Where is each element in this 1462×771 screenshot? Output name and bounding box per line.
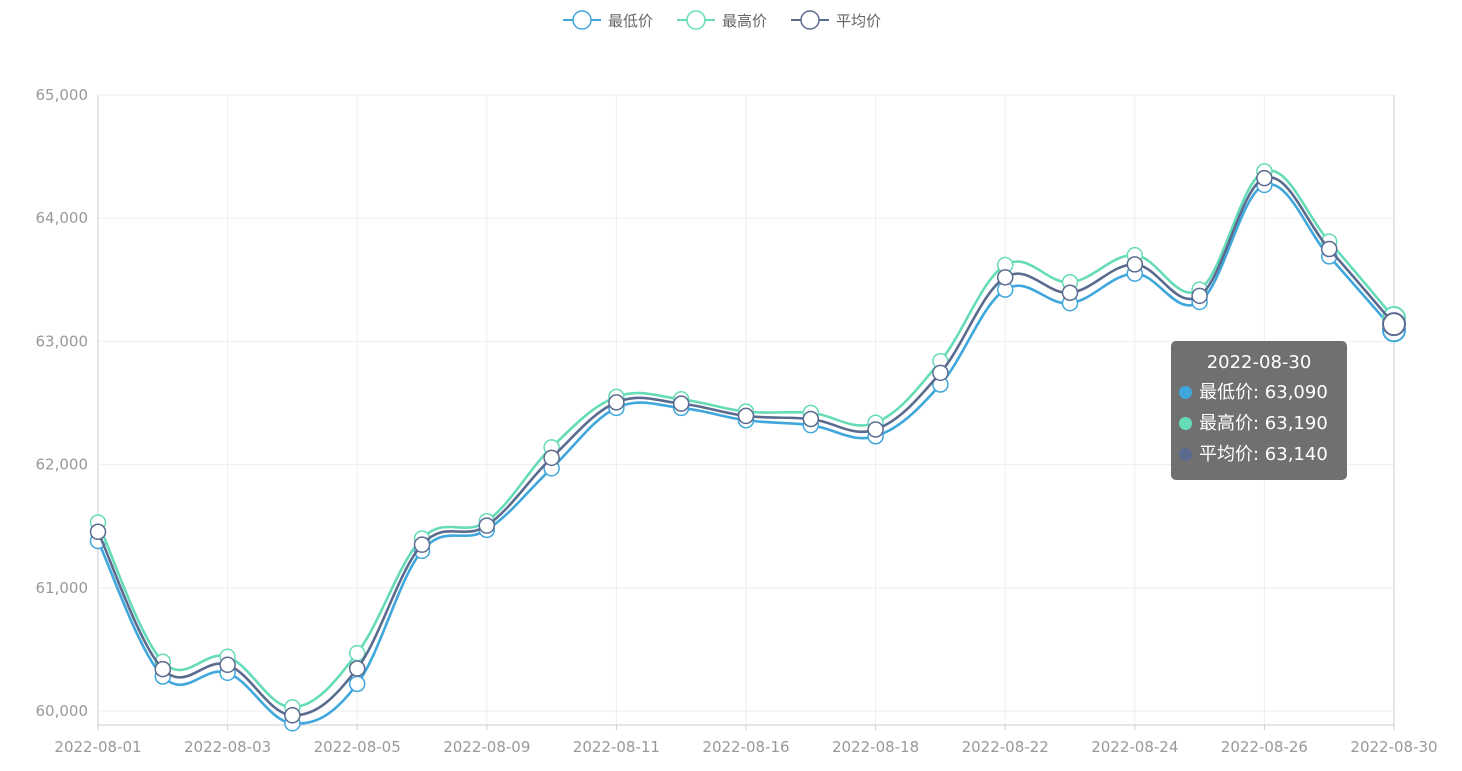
x-tick-label: 2022-08-22 (962, 738, 1049, 756)
x-tick-label: 2022-08-11 (573, 738, 660, 756)
data-point-high[interactable] (348, 644, 366, 662)
legend-marker-low (572, 10, 592, 30)
data-point-avg[interactable] (1256, 169, 1273, 187)
axes (97, 95, 1395, 730)
data-point-avg[interactable] (478, 517, 496, 534)
tooltip-title: 2022-08-30 (1206, 352, 1312, 373)
legend-item-avg[interactable]: 平均价 (791, 10, 881, 30)
tooltip-row-low: 最低价: 63,090 (1179, 377, 1339, 408)
x-tick-label: 2022-08-18 (832, 738, 919, 756)
y-tick-label: 63,000 (36, 332, 89, 350)
y-tick-label: 60,000 (36, 702, 89, 720)
x-tick-label: 2022-08-30 (1350, 738, 1437, 756)
x-tick-label: 2022-08-16 (702, 738, 789, 756)
data-point-avg[interactable] (672, 395, 690, 412)
tooltip-dot-avg (1179, 448, 1192, 461)
legend-label-avg: 平均价 (836, 12, 881, 30)
y-tick-label: 65,000 (36, 86, 89, 104)
legend-label-low: 最低价 (608, 12, 653, 30)
data-point-avg[interactable] (1320, 240, 1338, 258)
data-point-avg[interactable] (219, 656, 236, 674)
x-tick-label: 2022-08-26 (1221, 738, 1308, 756)
tooltip-label-avg: 平均价: 63,140 (1199, 444, 1328, 465)
x-tick-label: 2022-08-05 (314, 738, 401, 756)
data-point-avg[interactable] (348, 660, 366, 677)
legend-item-low[interactable]: 最低价 (563, 10, 653, 30)
legend[interactable]: 最低价 最高价 平均价 (563, 10, 881, 30)
data-point-avg[interactable] (1382, 312, 1406, 337)
data-point-avg[interactable] (89, 523, 107, 540)
data-point-low[interactable] (348, 675, 366, 693)
ticks: 60,000 61,000 62,000 63,000 64,000 65,000 2022… (36, 86, 1438, 756)
grid (97, 94, 1395, 725)
data-point-avg[interactable] (413, 536, 431, 553)
tooltip-label-high: 最高价: 63,190 (1199, 413, 1328, 434)
legend-marker-avg (800, 10, 820, 30)
series-avg[interactable] (89, 169, 1406, 724)
y-tick-label: 64,000 (36, 209, 89, 227)
data-point-avg[interactable] (543, 449, 560, 467)
tooltip-row-avg: 平均价: 63,140 (1179, 439, 1339, 470)
data-point-avg[interactable] (932, 364, 949, 382)
x-tick-label: 2022-08-01 (54, 738, 141, 756)
legend-label-high: 最高价 (722, 12, 767, 30)
tooltip-dot-high (1179, 417, 1192, 430)
data-point-avg[interactable] (154, 660, 172, 678)
legend-item-high[interactable]: 最高价 (677, 10, 767, 30)
x-tick-label: 2022-08-24 (1091, 738, 1178, 756)
x-tick-label: 2022-08-03 (184, 738, 271, 756)
tooltip-label-low: 最低价: 63,090 (1199, 382, 1328, 403)
y-tick-label: 61,000 (36, 579, 89, 597)
data-point-avg[interactable] (1126, 256, 1144, 273)
x-tick-label: 2022-08-09 (443, 738, 530, 756)
y-tick-label: 62,000 (36, 456, 89, 474)
data-point-avg[interactable] (608, 394, 625, 411)
series-layer[interactable] (89, 163, 1406, 732)
data-point-avg[interactable] (1191, 287, 1208, 305)
data-point-avg[interactable] (867, 421, 884, 438)
tooltip: 2022-08-30 最低价: 63,090 最高价: 63,190 平均价: … (1171, 341, 1347, 480)
data-point-avg[interactable] (996, 269, 1014, 286)
tooltip-row-high: 最高价: 63,190 (1179, 408, 1339, 439)
data-point-avg[interactable] (284, 707, 301, 724)
data-point-avg[interactable] (737, 407, 755, 425)
data-point-avg[interactable] (1061, 284, 1079, 301)
legend-marker-high (686, 10, 706, 30)
tooltip-dot-low (1179, 386, 1192, 399)
data-point-avg[interactable] (802, 410, 820, 428)
